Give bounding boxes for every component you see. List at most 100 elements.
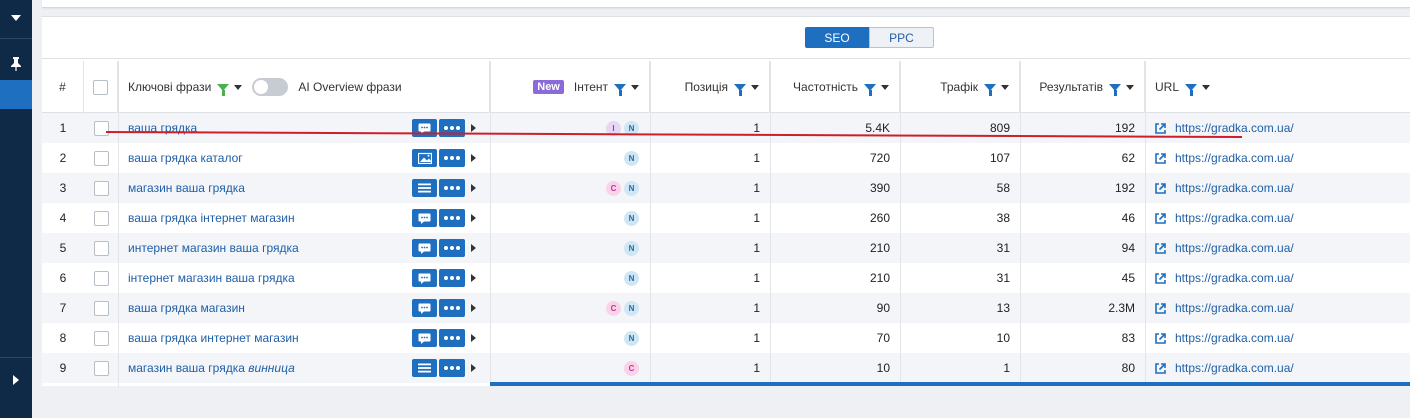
row-checkbox[interactable] [93, 300, 109, 316]
header-keyword[interactable]: Ключові фрази AI Overview фрази [118, 61, 490, 113]
sidebar-active-item[interactable] [0, 80, 32, 109]
filter-icon[interactable] [1185, 83, 1198, 96]
row-checkbox[interactable] [93, 240, 109, 256]
intent-badge-n[interactable]: N [624, 150, 639, 166]
filter-icon[interactable] [984, 83, 996, 96]
url-link[interactable]: https://gradka.com.ua/ [1155, 293, 1405, 323]
row-checkbox[interactable] [93, 360, 109, 376]
expand-row-icon[interactable] [471, 364, 476, 372]
header-results[interactable]: Результатів [1020, 61, 1145, 113]
url-link[interactable]: https://gradka.com.ua/ [1155, 113, 1405, 143]
row-checkbox[interactable] [93, 120, 109, 136]
keyword-link[interactable]: ваша грядка магазин [128, 301, 245, 315]
header-intent[interactable]: New Інтент [490, 61, 650, 113]
chevron-down-icon[interactable] [234, 84, 243, 90]
keyword-link[interactable]: магазин ваша грядка винница [128, 361, 295, 375]
url-link[interactable]: https://gradka.com.ua/ [1155, 263, 1405, 293]
comment-icon[interactable] [412, 299, 437, 317]
row-checkbox[interactable] [93, 330, 109, 346]
select-all-checkbox[interactable] [93, 79, 108, 95]
header-traffic[interactable]: Трафік [900, 61, 1020, 113]
filter-icon[interactable] [864, 83, 876, 96]
more-options-button[interactable] [439, 269, 465, 287]
comment-icon[interactable] [412, 269, 437, 287]
chevron-down-icon[interactable] [1126, 84, 1134, 90]
expand-row-icon[interactable] [471, 124, 476, 132]
more-options-button[interactable] [439, 149, 465, 167]
more-options-button[interactable] [439, 329, 465, 347]
intent-badge-n[interactable]: N [624, 210, 639, 226]
chevron-down-icon[interactable] [751, 84, 759, 90]
intent-badge-c[interactable]: C [606, 180, 621, 196]
comment-icon[interactable] [412, 119, 437, 137]
external-link-icon [1155, 362, 1166, 374]
more-options-button[interactable] [439, 239, 465, 257]
header-position[interactable]: Позиція [650, 61, 770, 113]
keyword-link[interactable]: интернет магазин ваша грядка [128, 241, 299, 255]
intent-badge-n[interactable]: N [624, 330, 639, 346]
filter-icon[interactable] [734, 83, 746, 96]
comment-icon[interactable] [412, 239, 437, 257]
expand-arrow-icon[interactable] [0, 362, 32, 398]
filter-icon[interactable] [1109, 83, 1121, 96]
intent-badge-n[interactable]: N [624, 300, 639, 316]
header-url[interactable]: URL [1145, 61, 1410, 113]
more-options-button[interactable] [439, 179, 465, 197]
row-checkbox[interactable] [93, 270, 109, 286]
ai-overview-toggle[interactable] [252, 78, 289, 96]
keyword-link[interactable]: ваша грядка інтернет магазин [128, 211, 295, 225]
intent-badge-n[interactable]: N [624, 120, 639, 136]
intent-badge-i[interactable]: I [606, 120, 621, 136]
expand-row-icon[interactable] [471, 214, 476, 222]
header-volume[interactable]: Частотність [770, 61, 900, 113]
tab-ppc[interactable]: PPC [869, 27, 934, 48]
more-options-button[interactable] [439, 119, 465, 137]
row-checkbox[interactable] [93, 210, 109, 226]
row-checkbox[interactable] [93, 180, 109, 196]
pin-icon[interactable] [0, 46, 32, 82]
url-link[interactable]: https://gradka.com.ua/ [1155, 173, 1405, 203]
chevron-down-icon[interactable] [1202, 84, 1211, 90]
filter-icon[interactable] [217, 83, 230, 96]
url-link[interactable]: https://gradka.com.ua/ [1155, 143, 1405, 173]
intent-badge-n[interactable]: N [624, 180, 639, 196]
intent-badge-n[interactable]: N [624, 240, 639, 256]
expand-row-icon[interactable] [471, 334, 476, 342]
keyword-link[interactable]: ваша грядка интернет магазин [128, 331, 299, 345]
chevron-down-icon[interactable] [631, 84, 639, 90]
tab-seo[interactable]: SEO [805, 27, 869, 48]
url-link[interactable]: https://gradka.com.ua/ [1155, 203, 1405, 233]
more-options-button[interactable] [439, 299, 465, 317]
image-icon[interactable] [412, 149, 437, 167]
keyword-link[interactable]: ваша грядка каталог [128, 151, 243, 165]
comment-icon[interactable] [412, 329, 437, 347]
chevron-down-icon[interactable] [1001, 84, 1009, 90]
keyword-link[interactable]: інтернет магазин ваша грядка [128, 271, 295, 285]
list-icon[interactable] [412, 179, 437, 197]
intent-badge-n[interactable]: N [624, 270, 639, 286]
row-checkbox-cell [84, 293, 118, 323]
chevron-down-icon[interactable] [881, 84, 889, 90]
url-link[interactable]: https://gradka.com.ua/ [1155, 353, 1405, 383]
comment-icon[interactable] [412, 209, 437, 227]
horizontal-scrollbar[interactable] [490, 382, 1410, 386]
url-link[interactable]: https://gradka.com.ua/ [1155, 323, 1405, 353]
expand-row-icon[interactable] [471, 244, 476, 252]
intent-badge-c[interactable]: C [606, 300, 621, 316]
expand-row-icon[interactable] [471, 184, 476, 192]
expand-row-icon[interactable] [471, 274, 476, 282]
keyword-link[interactable]: магазин ваша грядка [128, 181, 245, 195]
more-options-button[interactable] [439, 359, 465, 377]
filter-icon[interactable] [614, 83, 626, 96]
collapse-chevron-icon[interactable] [0, 0, 32, 36]
intent-badge-c[interactable]: C [624, 360, 639, 376]
traffic-value: 809 [989, 121, 1010, 135]
list-icon[interactable] [412, 359, 437, 377]
expand-row-icon[interactable] [471, 154, 476, 162]
more-options-button[interactable] [439, 209, 465, 227]
keyword-link[interactable]: ваша грядка [128, 121, 198, 135]
row-checkbox[interactable] [93, 150, 109, 166]
expand-row-icon[interactable] [471, 304, 476, 312]
url-link[interactable]: https://gradka.com.ua/ [1155, 233, 1405, 263]
